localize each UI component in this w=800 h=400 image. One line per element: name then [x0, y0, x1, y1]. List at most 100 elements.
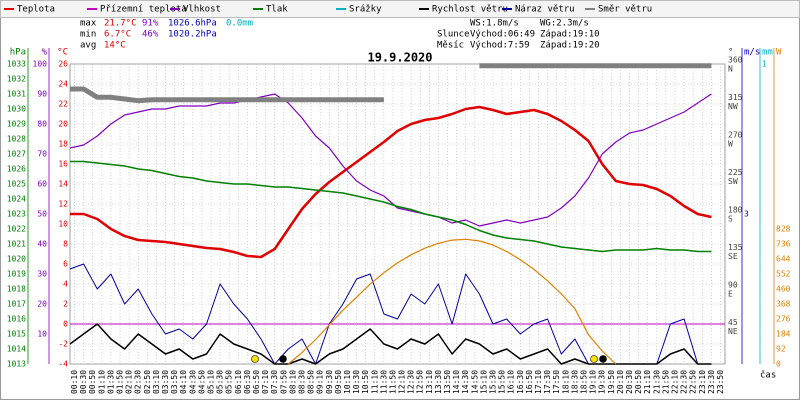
y-tick-label: 360: [728, 56, 743, 65]
x-tick-label: 22:30: [680, 370, 689, 394]
chart-title: 19.9.2020: [367, 51, 432, 65]
x-tick-label: 07:30: [270, 370, 279, 394]
y-tick-label: 460: [776, 285, 791, 294]
y-tick-label: 50: [37, 210, 47, 219]
x-tick-label: 14:10: [452, 370, 461, 394]
x-tick-label: 01:10: [97, 370, 106, 394]
y-tick-label: 90: [37, 90, 47, 99]
y-tick-label: 315: [728, 93, 743, 102]
x-tick-label: 20:50: [634, 370, 643, 394]
y-tick-label: 644: [776, 255, 791, 264]
y-tick-label: 1023: [7, 210, 26, 219]
direction-label: NE: [728, 327, 738, 336]
y-tick-label: 10: [37, 330, 47, 339]
legend-label: Rychlost větru: [432, 5, 508, 15]
x-tick-label: 10:10: [343, 370, 352, 394]
x-tick-label: 05:10: [207, 370, 216, 394]
y-tick-label: 1027: [7, 150, 26, 159]
y-tick-label: 0: [776, 360, 781, 369]
x-tick-label: 11:50: [388, 370, 397, 394]
stat-temp: 6.7°C: [104, 30, 131, 40]
legend-label: Směr větru: [598, 5, 652, 15]
x-tick-label: 08:30: [297, 370, 306, 394]
y-tick-label: 225: [728, 168, 743, 177]
x-tick-label: 00:30: [79, 370, 88, 394]
y-tick-label: 1014: [7, 345, 26, 354]
y-tick-label: 828: [776, 225, 791, 234]
x-tick-label: 22:50: [689, 370, 698, 394]
y-tick-label: 92: [776, 345, 786, 354]
series-line: [70, 160, 712, 253]
stat-press: 1026.6hPa: [168, 19, 217, 29]
direction-label: NW: [728, 102, 738, 111]
legend-label: Srážky: [349, 5, 382, 15]
y-tick-label: 70: [37, 150, 47, 159]
y-tick-label: 1028: [7, 135, 26, 144]
legend-label: Náraz větru: [515, 5, 575, 15]
y-tick-label: 1020: [7, 255, 26, 264]
x-tick-label: 07:10: [261, 370, 270, 394]
y-tick-label: 1021: [7, 240, 26, 249]
series-line: [70, 63, 712, 104]
y-tick-label: 368: [776, 300, 791, 309]
x-tick-label: 16:10: [507, 370, 516, 394]
stat-press: 1020.2hPa: [168, 30, 217, 40]
x-tick-label: 06:50: [252, 370, 261, 394]
y-tick-label: 90: [728, 281, 738, 290]
y-tick-label: 24: [58, 80, 68, 89]
x-tick-label: 05:30: [216, 370, 225, 394]
stat-temp: 21.7°C: [104, 19, 137, 29]
y-tick-label: 1033: [7, 60, 26, 69]
y-tick-label: 14: [58, 180, 68, 189]
x-tick-label: 14:30: [461, 370, 470, 394]
x-tick-label: 11:10: [370, 370, 379, 394]
info-moon: Měsíc: [437, 41, 464, 51]
axis-label: m/s: [744, 48, 760, 58]
direction-label: E: [728, 290, 733, 299]
direction-label: N: [728, 65, 733, 74]
x-tick-label: 19:30: [598, 370, 607, 394]
y-tick-label: -4: [58, 360, 68, 369]
y-tick-label: 16: [58, 160, 68, 169]
x-tick-label: 17:10: [534, 370, 543, 394]
y-tick-label: 1029: [7, 120, 26, 129]
y-tick-label: 10: [58, 220, 68, 229]
info-sun-set: Západ:19:10: [540, 30, 600, 40]
rise-set-marker: [279, 355, 287, 363]
info-sun: Slunce: [437, 30, 470, 40]
axis-label: %: [42, 48, 48, 58]
y-tick-label: 8: [63, 240, 68, 249]
y-tick-label: 1013: [7, 360, 26, 369]
x-tick-label: 23:10: [698, 370, 707, 394]
series-line: [287, 238, 617, 365]
x-tick-label: 17:30: [543, 370, 552, 394]
legend-label: Tlak: [266, 5, 288, 15]
x-tick-label: 08:50: [307, 370, 316, 394]
stat-label: avg: [80, 41, 96, 51]
x-tick-label: 21:10: [643, 370, 652, 394]
direction-label: SW: [728, 177, 738, 186]
legend-label: Přízemní teplota: [100, 5, 187, 15]
x-tick-label: 23:30: [707, 370, 716, 394]
stat-temp: 14°C: [104, 41, 126, 51]
x-tick-label: 16:50: [525, 370, 534, 394]
x-tick-label: 10:30: [352, 370, 361, 394]
x-tick-label: 13:30: [434, 370, 443, 394]
y-tick-label: 1022: [7, 225, 26, 234]
y-tick-label: 18: [58, 140, 68, 149]
x-tick-label: 00:10: [70, 370, 79, 394]
y-tick-label: 1032: [7, 75, 26, 84]
x-tick-label: 06:30: [243, 370, 252, 394]
rise-set-marker: [599, 355, 607, 363]
x-tick-label: 15:50: [498, 370, 507, 394]
y-tick-label: 0: [63, 320, 68, 329]
x-tick-label: 08:10: [288, 370, 297, 394]
y-tick-label: 26: [58, 60, 68, 69]
x-tick-label: 02:30: [134, 370, 143, 394]
x-tick-label: 09:10: [316, 370, 325, 394]
x-tick-label: 11:30: [379, 370, 388, 394]
stat-label: max: [80, 19, 97, 29]
x-tick-label: 03:50: [170, 370, 179, 394]
x-tick-label: 03:10: [152, 370, 161, 394]
y-tick-label: 1024: [7, 195, 26, 204]
